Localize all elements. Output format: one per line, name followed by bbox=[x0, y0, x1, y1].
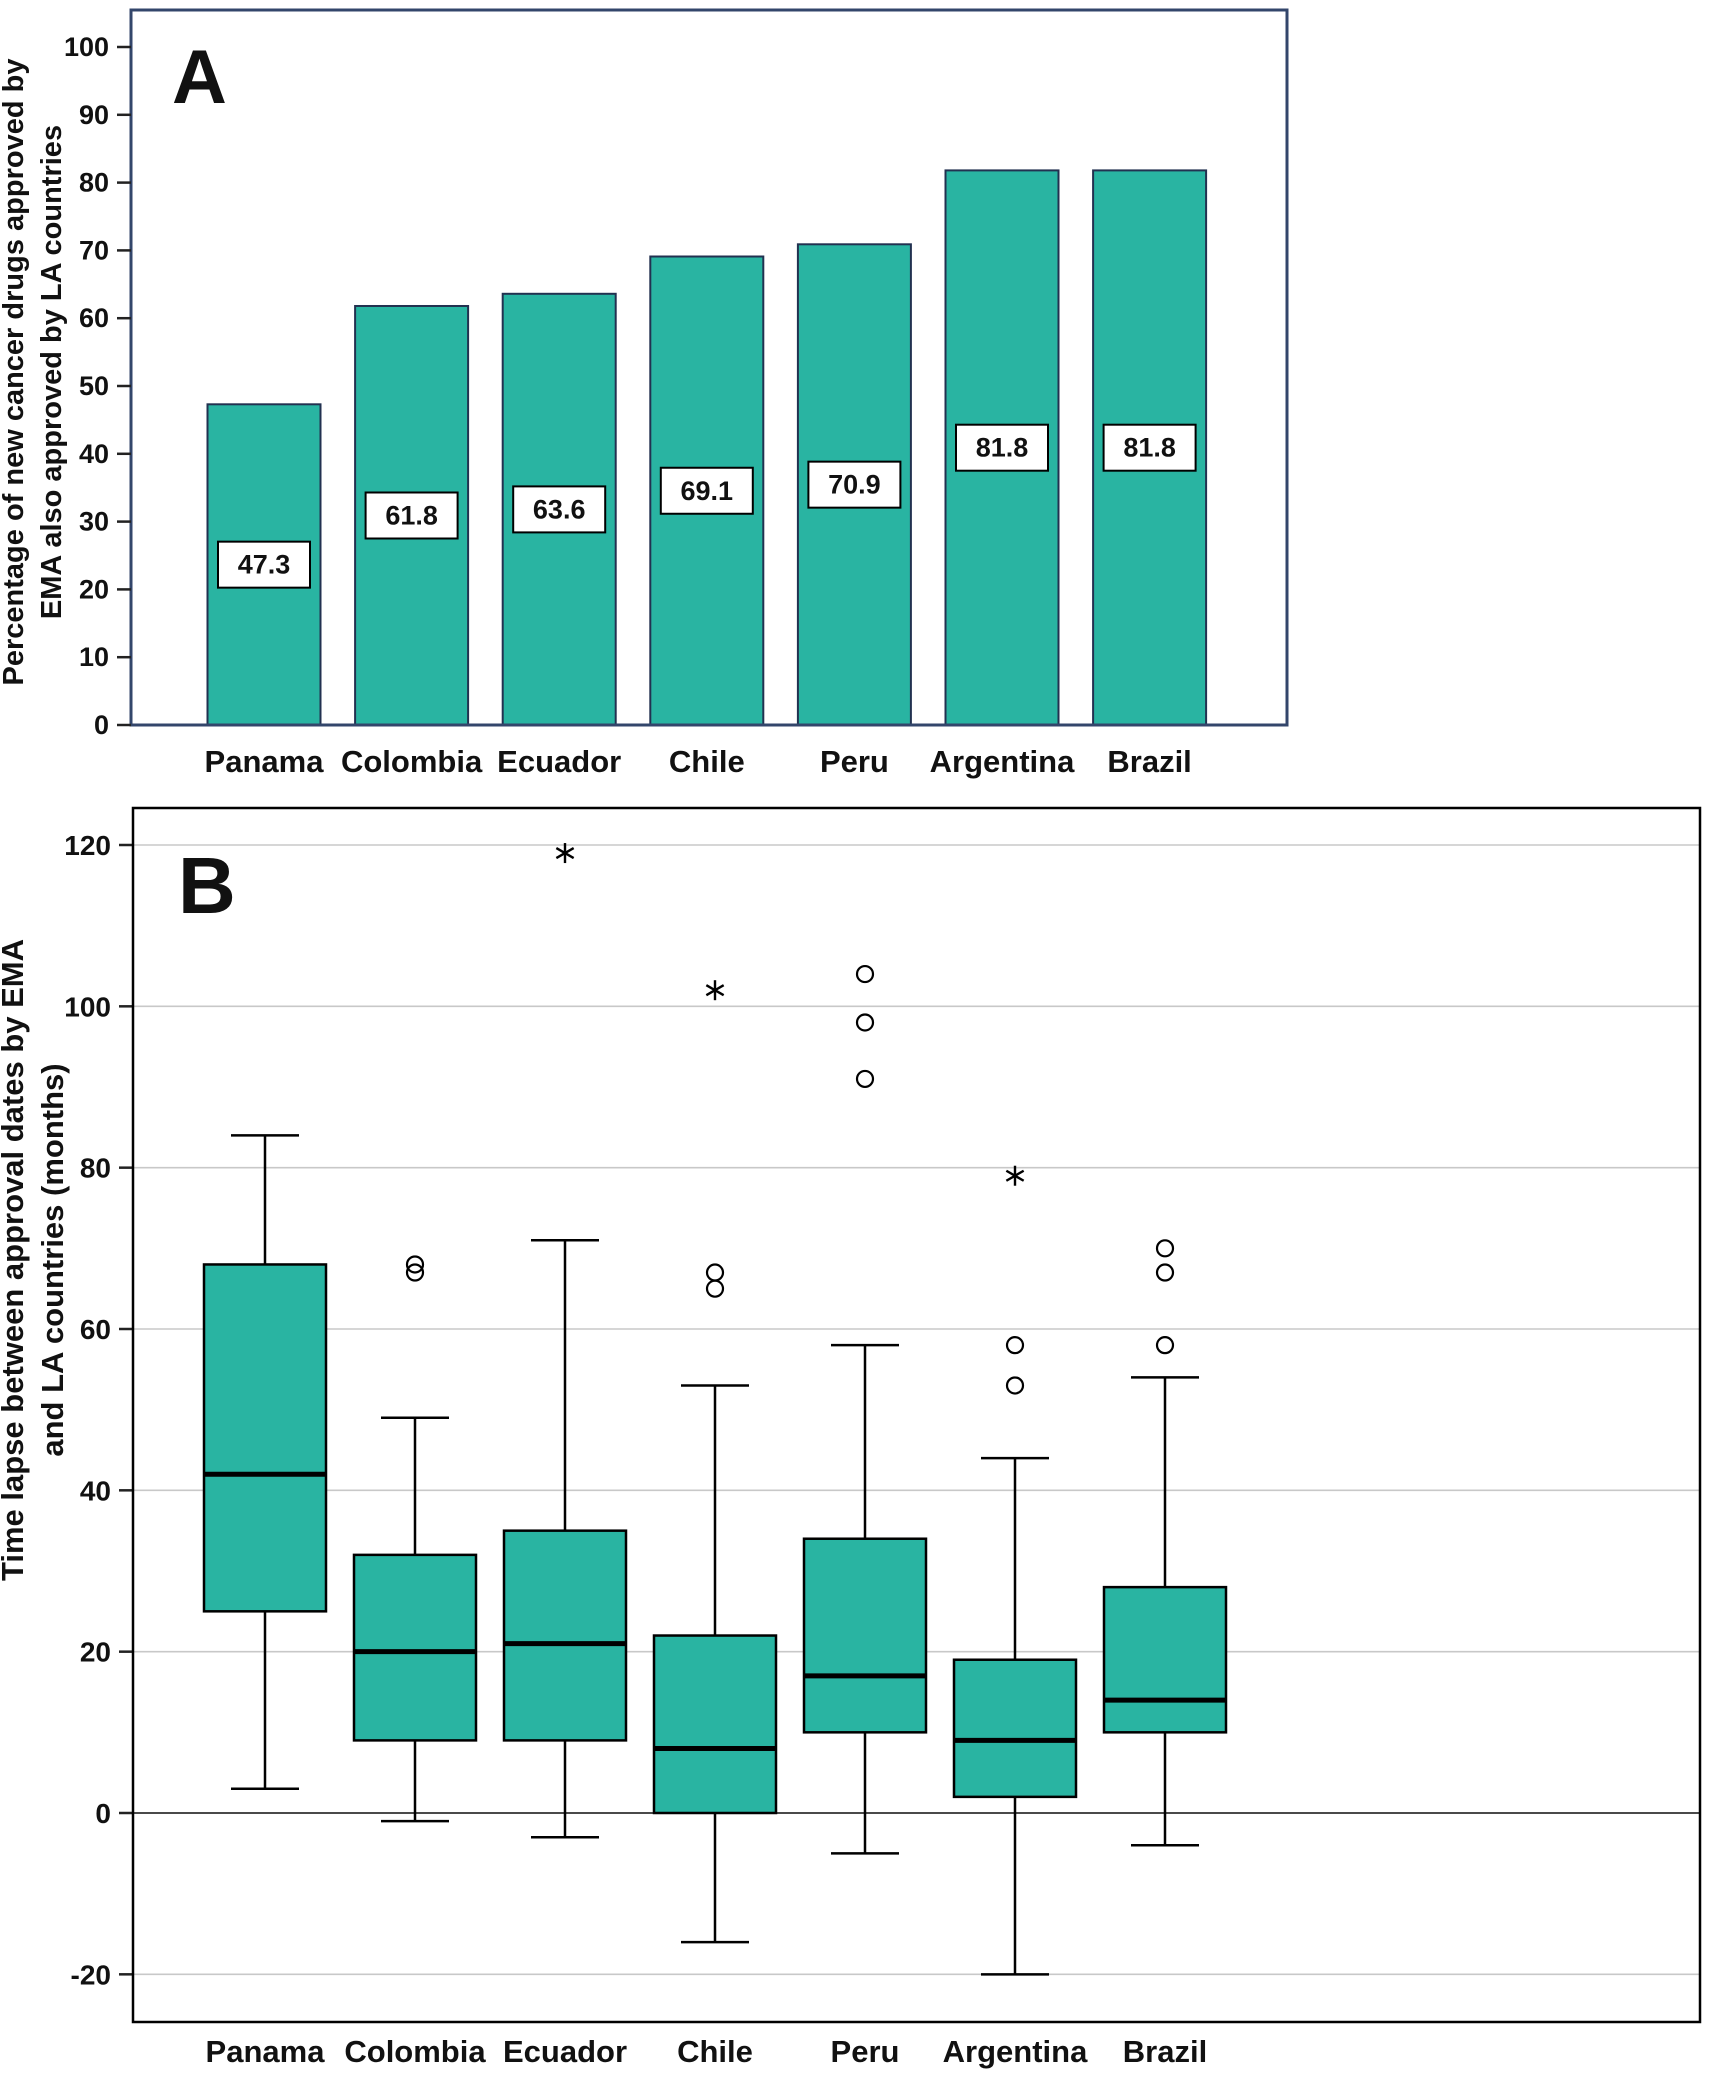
y-axis-tick-label: 40 bbox=[80, 1475, 111, 1506]
box-Panama bbox=[202, 1263, 328, 1613]
y-axis-title-line: EMA also approved by LA countries bbox=[36, 124, 68, 620]
y-axis-tick-label: 60 bbox=[79, 303, 109, 333]
value-label: 70.9 bbox=[828, 470, 881, 500]
value-label-box bbox=[807, 460, 902, 509]
y-axis-title-line: Time lapse between approval dates by EMA bbox=[0, 938, 30, 1582]
category-label: Colombia bbox=[341, 744, 483, 779]
y-axis-title-line: and LA countries (months) bbox=[35, 1063, 70, 1457]
value-label: 69.1 bbox=[681, 476, 734, 506]
value-label: 61.8 bbox=[385, 500, 438, 530]
panel-b-letter: B bbox=[178, 841, 236, 930]
category-label: Brazil bbox=[1107, 744, 1191, 779]
value-label: 81.8 bbox=[1123, 433, 1176, 463]
y-axis-tick-label: 40 bbox=[79, 439, 109, 469]
category-label: Chile bbox=[669, 744, 745, 779]
outlier-circle-marker bbox=[855, 1069, 875, 1089]
category-label: Peru bbox=[831, 2034, 900, 2069]
box-Brazil bbox=[1102, 1585, 1228, 1734]
value-label: 63.6 bbox=[533, 494, 586, 524]
y-axis-tick-label: 10 bbox=[79, 642, 109, 672]
value-label-box bbox=[364, 491, 459, 540]
category-label: Ecuador bbox=[503, 2034, 627, 2069]
y-axis-tick-label: 0 bbox=[95, 1798, 111, 1829]
outlier-circle-marker bbox=[1005, 1376, 1025, 1395]
category-label: Panama bbox=[205, 744, 325, 779]
value-label-box bbox=[1102, 423, 1197, 472]
y-axis-tick-label: 120 bbox=[64, 830, 111, 861]
y-axis-tick-label: 100 bbox=[64, 32, 109, 62]
y-axis-tick-label: 100 bbox=[64, 991, 111, 1022]
y-axis-tick-label: 80 bbox=[80, 1153, 111, 1184]
y-axis-tick-label: 50 bbox=[79, 371, 109, 401]
y-axis-tick-label: -20 bbox=[71, 1959, 111, 1990]
outlier-circle-marker bbox=[405, 1263, 425, 1282]
category-label: Brazil bbox=[1123, 2034, 1207, 2069]
outlier-circle-marker bbox=[855, 964, 875, 984]
outlier-circle-marker bbox=[405, 1255, 425, 1274]
y-axis-tick-label: 30 bbox=[79, 507, 109, 537]
category-label: Peru bbox=[820, 744, 889, 779]
box-Peru bbox=[802, 1537, 928, 1734]
value-label-box bbox=[659, 466, 754, 515]
plot-frame-b bbox=[131, 806, 1702, 2024]
value-label: 81.8 bbox=[976, 433, 1029, 463]
outlier-circle-marker bbox=[1005, 1336, 1025, 1355]
y-axis-tick-label: 90 bbox=[79, 100, 109, 130]
box-Ecuador bbox=[502, 1529, 628, 1742]
value-label-box bbox=[955, 423, 1049, 472]
panel-a-letter: A bbox=[172, 35, 227, 120]
plot-frame-a bbox=[129, 8, 1289, 727]
outlier-circle-marker bbox=[855, 1013, 875, 1032]
outlier-circle-marker bbox=[1155, 1336, 1175, 1355]
y-axis-tick-label: 60 bbox=[80, 1314, 111, 1345]
y-axis-tick-label: 20 bbox=[79, 574, 109, 604]
category-label: Ecuador bbox=[497, 744, 621, 779]
outlier-circle-marker bbox=[1155, 1263, 1175, 1282]
outlier-circle-marker bbox=[705, 1279, 725, 1298]
value-label-box bbox=[512, 485, 607, 534]
box-Argentina bbox=[952, 1658, 1078, 1799]
y-axis-tick-label: 20 bbox=[80, 1637, 111, 1668]
y-axis-tick-label: 0 bbox=[94, 710, 109, 740]
category-label: Panama bbox=[206, 2034, 326, 2069]
box-Colombia bbox=[352, 1553, 478, 1742]
extreme-asterisk-marker bbox=[705, 984, 725, 997]
box-Chile bbox=[652, 1634, 778, 1815]
y-axis-tick-label: 70 bbox=[79, 235, 109, 265]
outlier-circle-marker bbox=[705, 1263, 725, 1282]
category-label: Argentina bbox=[943, 2034, 1088, 2069]
panel-a: 0 10 20 30 40 50 60 70 80 90 100 47.3 Panama 61.8 Colo… bbox=[0, 0, 1728, 800]
category-label: Chile bbox=[677, 2034, 753, 2069]
extreme-asterisk-marker bbox=[555, 847, 575, 860]
panel-a-y-axis-title: Percentage of new cancer drugs approved … bbox=[0, 0, 77, 752]
panel-b-y-axis-title: Time lapse between approval dates by EMA… bbox=[0, 810, 75, 1710]
category-label: Argentina bbox=[930, 744, 1075, 779]
y-axis-title-line: Percentage of new cancer drugs approved … bbox=[0, 58, 30, 686]
category-label: Colombia bbox=[344, 2034, 486, 2069]
extreme-asterisk-marker bbox=[1005, 1169, 1025, 1182]
box-plot-svg: -20 0 20 40 60 80 100 120 Panama Colombia Ecuador C… bbox=[64, 806, 1702, 2069]
value-label-box bbox=[217, 540, 311, 589]
outlier-circle-marker bbox=[1155, 1239, 1175, 1258]
bar-chart-svg: 0 10 20 30 40 50 60 70 80 90 100 47.3 Panama 61.8 Colo… bbox=[64, 8, 1289, 779]
y-axis-tick-label: 80 bbox=[79, 168, 109, 198]
value-label: 47.3 bbox=[238, 550, 291, 580]
panel-b: -20 0 20 40 60 80 100 120 Panama Colombia Ecuador C… bbox=[0, 800, 1728, 2080]
